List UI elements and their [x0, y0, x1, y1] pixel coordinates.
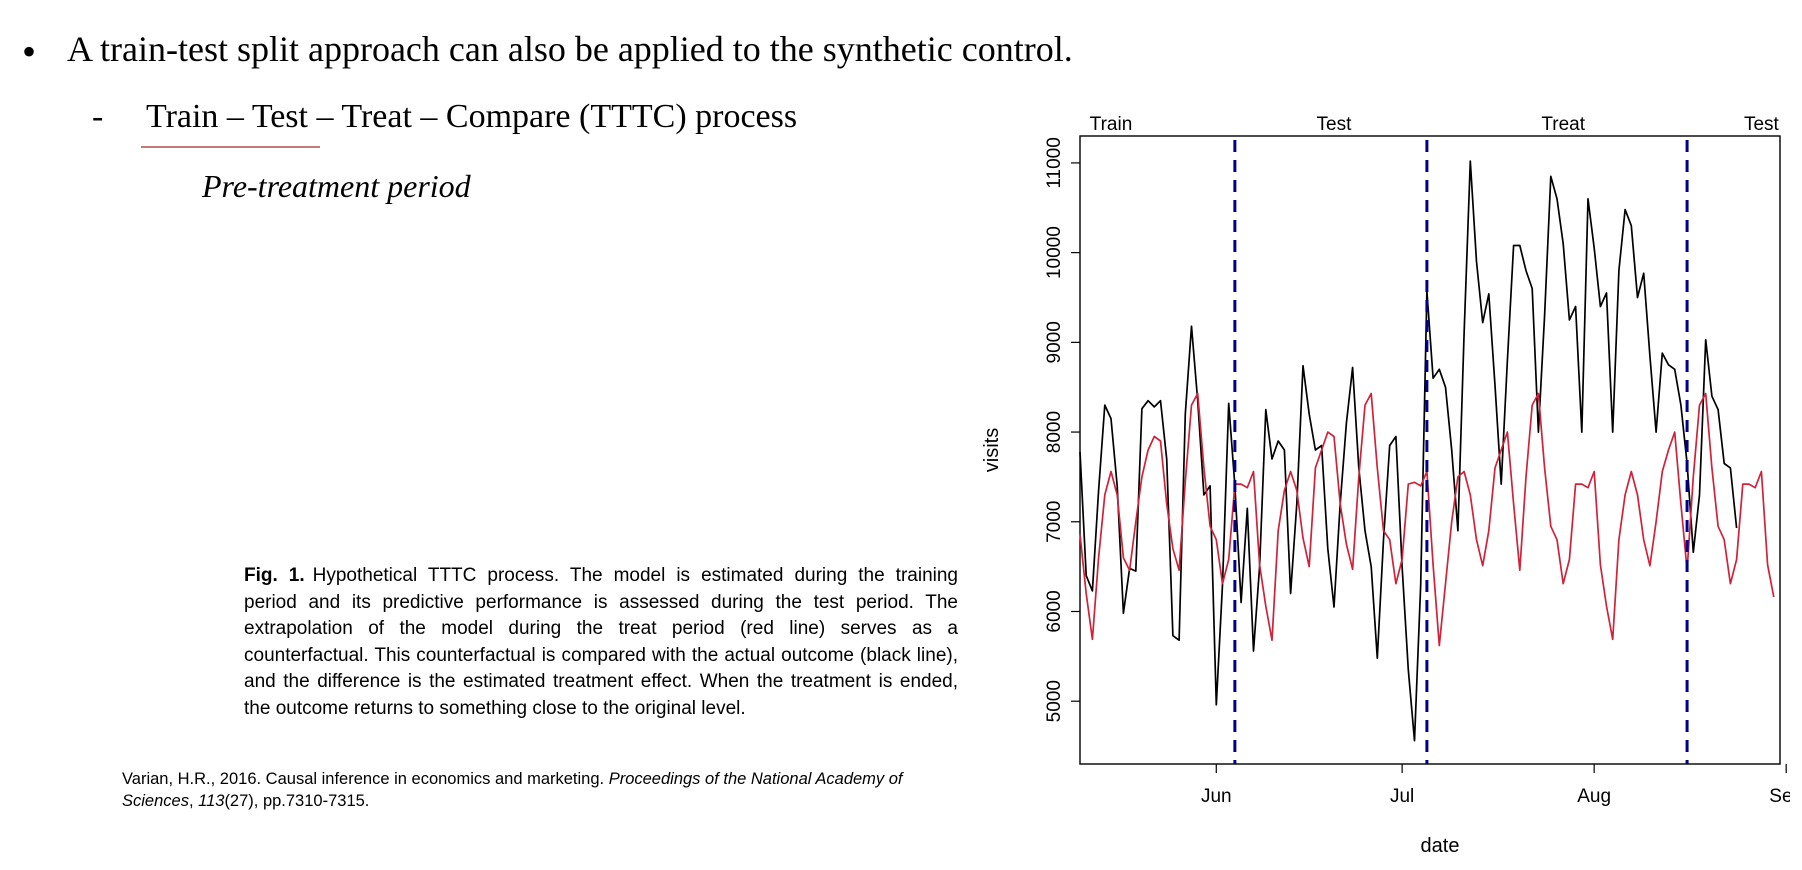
x-tick-label: Sep [1769, 786, 1790, 807]
reference-volume: 113 [198, 792, 225, 810]
y-tick-label: 10000 [1044, 226, 1065, 279]
bullet-text: A train-test split approach can also be … [67, 29, 1073, 69]
phase-label: Test [1317, 114, 1353, 135]
x-tick-label: Jul [1390, 786, 1414, 807]
plot-frame [1079, 135, 1781, 765]
y-tick-label: 9000 [1044, 321, 1065, 363]
x-axis-title: date [1421, 835, 1460, 857]
y-axis-title: visits [981, 428, 1003, 472]
actual-outcome-line [1079, 160, 1738, 742]
reference-citation: Varian, H.R., 2016. Causal inference in … [122, 768, 922, 812]
figure-caption: Fig. 1. Hypothetical TTTC process. The mo… [244, 563, 958, 722]
y-tick-label: 7000 [1044, 501, 1065, 543]
y-tick-label: 5000 [1044, 680, 1065, 722]
caption-text: Hypothetical TTTC process. The model is … [244, 565, 958, 719]
reference-sep: , [188, 792, 199, 810]
y-tick-label: 8000 [1044, 411, 1065, 453]
reference-journal: Proceedings of the National Academy of S… [122, 770, 903, 810]
phase-label: Test [1744, 114, 1780, 135]
phase-label: Treat [1541, 114, 1585, 135]
bullet-marker: • [22, 29, 37, 74]
pre-treatment-label: Pre-treatment period [202, 168, 471, 204]
underline-annotation [141, 146, 320, 148]
x-tick-label: Jun [1201, 786, 1232, 807]
tttc-line-chart: 5000 6000 7000 8000 9000 10000 11000 Jun Jul Aug S… [981, 114, 1790, 857]
phase-label: Train [1090, 114, 1133, 135]
reference-authors: Varian, H.R., 2016. Causal inference in … [122, 770, 609, 788]
x-tick-label: Aug [1577, 786, 1611, 807]
reference-issue-pages: (27), pp.7310-7315. [224, 792, 370, 810]
sub-bullet-marker: - [92, 98, 104, 135]
y-tick-label: 11000 [1044, 137, 1065, 188]
sub-bullet-text: Train – Test – Treat – Compare (TTTC) pr… [146, 98, 798, 135]
caption-label: Fig. 1. [244, 565, 305, 586]
y-tick-label: 6000 [1044, 590, 1065, 632]
